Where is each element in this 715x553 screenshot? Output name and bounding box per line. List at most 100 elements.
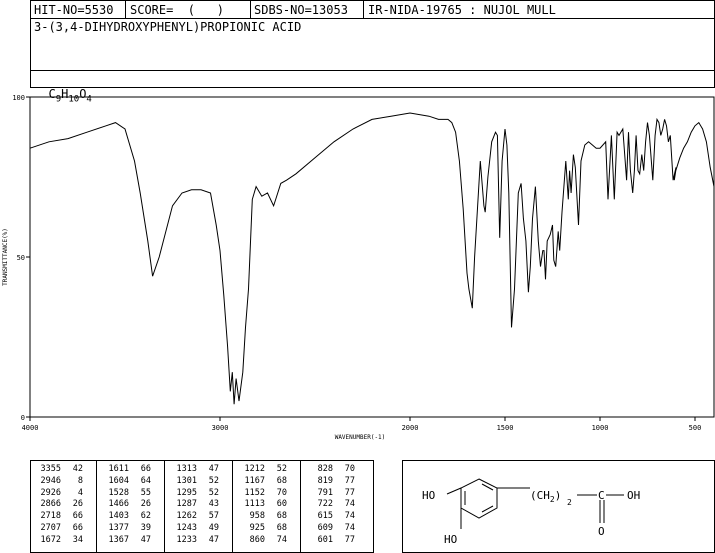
x-axis-label: WAVENUMBER(-1): [335, 434, 386, 441]
peak-table-divider: [96, 460, 97, 553]
peak-row: 1377 39: [101, 523, 151, 533]
peak-row: 1287 43: [169, 499, 219, 509]
peak-transmittance: 74: [344, 499, 355, 510]
peak-transmittance: 47: [208, 534, 219, 545]
peak-table-divider: [164, 460, 165, 553]
peak-wavenumber: 860: [249, 534, 265, 545]
peak-wavenumber: 828: [317, 464, 333, 474]
peak-wavenumber: 1295: [176, 487, 197, 498]
peak-transmittance: 52: [208, 487, 219, 498]
peak-wavenumber: 791: [317, 487, 333, 498]
x-tick-label: 3000: [212, 424, 229, 432]
peak-row: 791 77: [305, 488, 355, 498]
oh-label: OH: [627, 489, 640, 502]
peak-row: 1604 64: [101, 476, 151, 486]
peak-wavenumber: 2718: [40, 511, 61, 522]
peak-transmittance: 43: [208, 499, 219, 510]
peak-row: 828 70: [305, 464, 355, 474]
peak-transmittance: 34: [72, 534, 83, 545]
peak-wavenumber: 958: [249, 511, 265, 522]
peak-wavenumber: 1672: [40, 534, 61, 545]
peak-row: 1403 62: [101, 511, 151, 521]
peak-row: 1295 52: [169, 488, 219, 498]
peak-transmittance: 52: [208, 475, 219, 486]
peak-wavenumber: 2866: [40, 499, 61, 510]
compound-name: 3-(3,4-DIHYDROXYPHENYL)PROPIONIC ACID: [34, 20, 302, 34]
peak-row: 1152 70: [237, 488, 287, 498]
ir-spectrum-chart: 4000 3000 2000 1500 1000 500 0 50 100 WAVENUMBER…: [2, 94, 715, 441]
x-tick-label: 1000: [592, 424, 609, 432]
peak-row: 615 74: [305, 511, 355, 521]
peak-row: 1243 49: [169, 523, 219, 533]
peak-row: 2866 26: [33, 499, 83, 509]
peak-wavenumber: 722: [317, 499, 333, 510]
x-tick-label: 1500: [497, 424, 514, 432]
oxygen-label: O: [598, 525, 605, 538]
peak-transmittance: 52: [276, 464, 287, 474]
peak-transmittance: 77: [344, 487, 355, 498]
peak-row: 1262 57: [169, 511, 219, 521]
peak-wavenumber: 1403: [108, 511, 129, 522]
y-tick-label: 0: [21, 414, 25, 422]
peak-row: 1611 66: [101, 464, 151, 474]
peak-wavenumber: 2926: [40, 487, 61, 498]
peak-row: 1528 55: [101, 488, 151, 498]
carbon-label: C: [598, 489, 605, 502]
peak-transmittance: 60: [276, 499, 287, 510]
peak-row: 1466 26: [101, 499, 151, 509]
x-tick-label: 4000: [22, 424, 39, 432]
x-tick-label: 500: [689, 424, 702, 432]
peak-row: 819 77: [305, 476, 355, 486]
peak-row: 601 77: [305, 535, 355, 545]
peak-wavenumber: 1233: [176, 534, 197, 545]
peak-transmittance: 42: [72, 464, 83, 474]
peak-wavenumber: 925: [249, 523, 265, 533]
peak-row: 609 74: [305, 523, 355, 533]
peak-transmittance: 68: [276, 523, 287, 533]
peak-row: 925 68: [237, 523, 287, 533]
peak-wavenumber: 601: [317, 534, 333, 545]
spectrum-line: [29, 112, 715, 405]
sdbs-number: SDBS-NO=13053: [254, 3, 348, 17]
peak-transmittance: 68: [276, 475, 287, 486]
peak-wavenumber: 1262: [176, 511, 197, 522]
header-divider-3: [363, 0, 364, 19]
peak-row: 1212 52: [237, 464, 287, 474]
peak-transmittance: 74: [344, 511, 355, 522]
peak-transmittance: 57: [208, 511, 219, 522]
peak-wavenumber: 1113: [244, 499, 265, 510]
peak-row: 3355 42: [33, 464, 83, 474]
peak-wavenumber: 1301: [176, 475, 197, 486]
peak-transmittance: 66: [72, 523, 83, 533]
peak-wavenumber: 2707: [40, 523, 61, 533]
peak-row: 1113 60: [237, 499, 287, 509]
peak-wavenumber: 1212: [244, 464, 265, 474]
peak-transmittance: 49: [208, 523, 219, 533]
peak-row: 958 68: [237, 511, 287, 521]
header-divider-2: [250, 0, 251, 19]
peak-row: 722 74: [305, 499, 355, 509]
peak-wavenumber: 1466: [108, 499, 129, 510]
peak-wavenumber: 1611: [108, 464, 129, 474]
peak-transmittance: 8: [77, 475, 83, 486]
benzene-ring: [460, 478, 498, 519]
peak-row: 1233 47: [169, 535, 219, 545]
formula-row: [30, 70, 715, 88]
peak-table-divider: [300, 460, 301, 553]
peak-row: 2946 8: [33, 476, 83, 486]
peak-transmittance: 26: [72, 499, 83, 510]
peak-transmittance: 66: [72, 511, 83, 522]
peak-transmittance: 70: [344, 464, 355, 474]
molecular-formula: C9H10O4: [48, 87, 92, 105]
y-tick-label: 50: [17, 254, 25, 262]
peak-wavenumber: 1377: [108, 523, 129, 533]
peak-transmittance: 39: [140, 523, 151, 533]
header-divider-1: [125, 0, 126, 19]
peak-transmittance: 68: [276, 511, 287, 522]
peak-wavenumber: 609: [317, 523, 333, 533]
bond-ho-top: [446, 487, 462, 495]
peak-wavenumber: 1287: [176, 499, 197, 510]
peak-wavenumber: 1528: [108, 487, 129, 498]
y-axis-label: TRANSMITTANCE(%): [2, 228, 9, 286]
peak-row: 1367 47: [101, 535, 151, 545]
